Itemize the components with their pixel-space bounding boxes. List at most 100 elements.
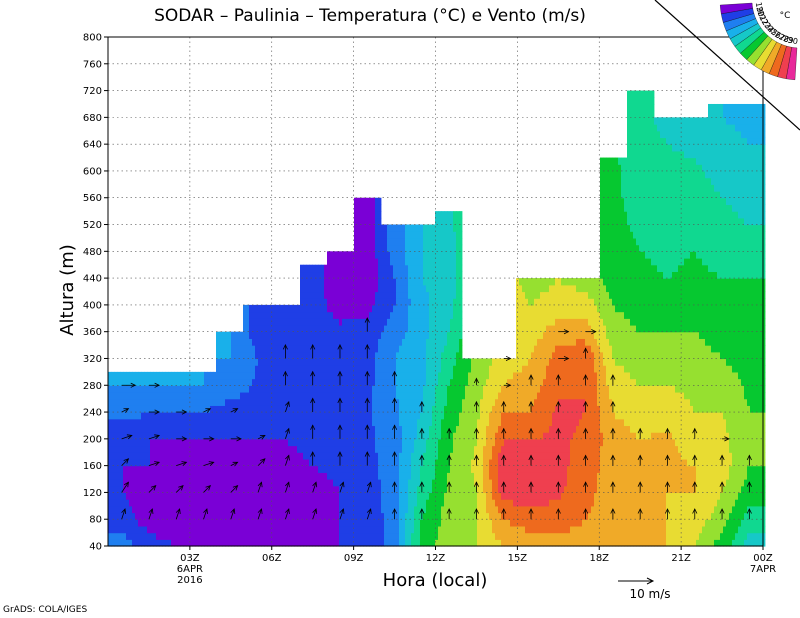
temperature-cell-2622	[348, 351, 352, 360]
temperature-cell-3886	[426, 432, 430, 440]
temperature-cell-3515	[402, 345, 406, 353]
temperature-cell-2816	[360, 338, 364, 346]
temperature-cell-273	[138, 452, 142, 460]
temperature-cell-2530	[342, 378, 346, 386]
temperature-cell-1393	[255, 371, 259, 380]
temperature-cell-3822	[423, 539, 427, 547]
temperature-cell-2878	[363, 271, 367, 279]
temperature-cell-3024	[372, 338, 376, 346]
temperature-cell-3210	[384, 458, 388, 467]
temperature-cell-2172	[318, 458, 322, 467]
temperature-cell-3507	[402, 398, 406, 406]
temperature-cell-2673	[351, 304, 355, 313]
temperature-cell-2632	[348, 284, 352, 293]
temperature-cell-1999	[306, 492, 310, 500]
temperature-cell-2095	[312, 412, 316, 420]
temperature-cell-386	[150, 391, 154, 400]
temperature-cell-594	[174, 391, 178, 400]
temperature-cell-3668	[411, 284, 415, 293]
temperature-cell-3191	[381, 264, 385, 273]
temperature-cell-2646	[351, 485, 355, 494]
temperature-cell-2825	[360, 278, 364, 286]
temperature-cell-4562	[471, 445, 475, 453]
temperature-cell-2858	[363, 405, 367, 413]
temperature-cell-1284	[246, 378, 250, 386]
temperature-cell-984	[219, 432, 223, 440]
temperature-cell-4921	[510, 479, 514, 487]
temperature-cell-2468	[339, 499, 343, 507]
temperature-cell-4935	[510, 385, 514, 393]
temperature-cell-1006	[222, 499, 226, 507]
temperature-cell-3969	[432, 519, 436, 527]
temperature-cell-1408	[258, 512, 262, 520]
temperature-cell-3349	[393, 492, 397, 500]
temperature-cell-3431	[396, 264, 400, 273]
temperature-cell-1350	[252, 418, 256, 427]
temperature-cell-3626	[408, 244, 412, 252]
temperature-cell-1267	[246, 492, 250, 500]
temperature-cell-1029	[222, 345, 226, 353]
temperature-cell-2592	[345, 258, 349, 266]
temperature-cell-357	[147, 412, 151, 420]
temperature-cell-4548	[471, 539, 475, 547]
temperature-cell-2831	[360, 237, 364, 246]
temperature-cell-1100	[231, 512, 235, 520]
temperature-cell-3342	[393, 539, 397, 547]
temperature-cell-4432	[459, 418, 463, 427]
temperature-cell-1109	[231, 452, 235, 460]
temperature-cell-4944	[513, 512, 517, 520]
temperature-cell-4744	[492, 539, 496, 547]
temperature-cell-562	[171, 432, 175, 440]
temperature-cell-3980	[432, 445, 436, 453]
temperature-cell-4798	[495, 365, 499, 373]
temperature-cell-4893	[507, 479, 511, 487]
temperature-cell-3209	[384, 465, 388, 473]
temperature-cell-1524	[267, 458, 271, 467]
temperature-cell-3052	[375, 499, 379, 507]
temperature-cell-2479	[339, 425, 343, 433]
temperature-cell-456	[159, 445, 163, 453]
temperature-cell-3464	[399, 365, 403, 373]
temperature-cell-1157	[234, 345, 238, 353]
temperature-cell-1870	[294, 311, 298, 319]
temperature-cell-3646	[411, 432, 415, 440]
temperature-cell-851	[204, 412, 208, 420]
temperature-cell-1218	[240, 365, 244, 373]
temperature-cell-765	[195, 465, 199, 473]
temperature-cell-4245	[447, 331, 451, 339]
temperature-cell-2997	[372, 519, 376, 527]
temperature-cell-4790	[495, 418, 499, 427]
temperature-cell-4380	[456, 432, 460, 440]
temperature-cell-36	[111, 472, 115, 480]
temperature-cell-2040	[309, 499, 313, 507]
temperature-cell-738	[192, 472, 196, 480]
temperature-cell-1643	[276, 385, 280, 393]
temperature-cell-1572	[270, 378, 274, 386]
temperature-cell-4598	[474, 391, 478, 400]
temperature-cell-202	[129, 405, 133, 413]
temperature-cell-2166	[318, 499, 322, 507]
temperature-cell-736	[192, 485, 196, 494]
temperature-cell-4474	[462, 472, 466, 480]
temperature-cell-3536	[405, 525, 409, 534]
temperature-cell-676	[186, 539, 190, 547]
temperature-cell-540	[168, 405, 172, 413]
temperature-cell-1660	[279, 512, 283, 520]
temperature-cell-4156	[441, 258, 445, 266]
temperature-cell-1797	[288, 318, 292, 326]
temperature-cell-1352	[252, 405, 256, 413]
temperature-cell-2398	[333, 378, 337, 386]
temperature-cell-1389	[255, 398, 259, 406]
temperature-cell-2313	[327, 358, 331, 366]
temperature-cell-230	[132, 391, 136, 400]
temperature-cell-1203	[240, 465, 244, 473]
temperature-cell-2631	[348, 291, 352, 299]
temperature-cell-993	[219, 371, 223, 380]
temperature-cell-4617	[477, 452, 481, 460]
temperature-cell-847	[204, 438, 208, 447]
temperature-cell-1874	[297, 525, 301, 534]
temperature-cell-3216	[384, 418, 388, 427]
temperature-cell-4266	[450, 525, 454, 534]
temperature-cell-2610	[348, 432, 352, 440]
temperature-cell-4298	[450, 311, 454, 319]
